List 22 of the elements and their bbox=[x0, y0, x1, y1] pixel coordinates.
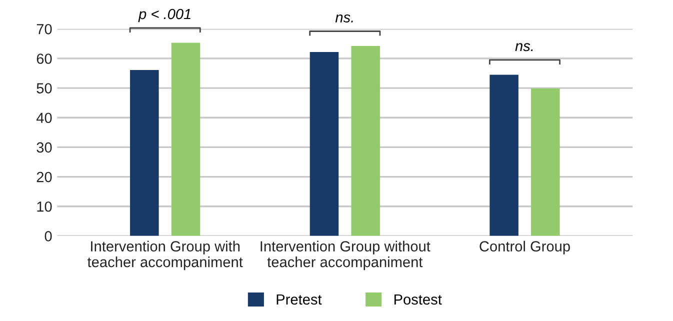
bar bbox=[490, 74, 518, 236]
legend-label: Pretest bbox=[276, 294, 322, 305]
bar bbox=[130, 70, 159, 236]
y-tick-label: 60 bbox=[36, 54, 52, 64]
y-tick-label: 70 bbox=[36, 24, 52, 34]
x-tick-label: Intervention Group without teacher accompaniment bbox=[260, 240, 430, 270]
text: ns. bbox=[335, 14, 353, 22]
y-tick-label: 40 bbox=[36, 112, 52, 124]
bar bbox=[351, 46, 380, 236]
text: p < .001 bbox=[138, 8, 190, 22]
y-tick-label: 30 bbox=[36, 142, 52, 153]
y-tick-label: 20 bbox=[36, 172, 52, 182]
x-tick-label: Intervention Group with teacher accompaniment bbox=[88, 240, 243, 270]
bar bbox=[531, 88, 560, 236]
bar bbox=[171, 42, 200, 236]
y-tick-label: 50 bbox=[36, 83, 52, 94]
x-tick-label: Control Group bbox=[480, 240, 570, 254]
annotation: ns. bbox=[515, 43, 533, 52]
legend-label: Postest bbox=[394, 294, 442, 305]
y-tick-label: 0 bbox=[44, 231, 52, 242]
bar bbox=[310, 52, 339, 236]
y-tick-label: 10 bbox=[37, 201, 52, 212]
